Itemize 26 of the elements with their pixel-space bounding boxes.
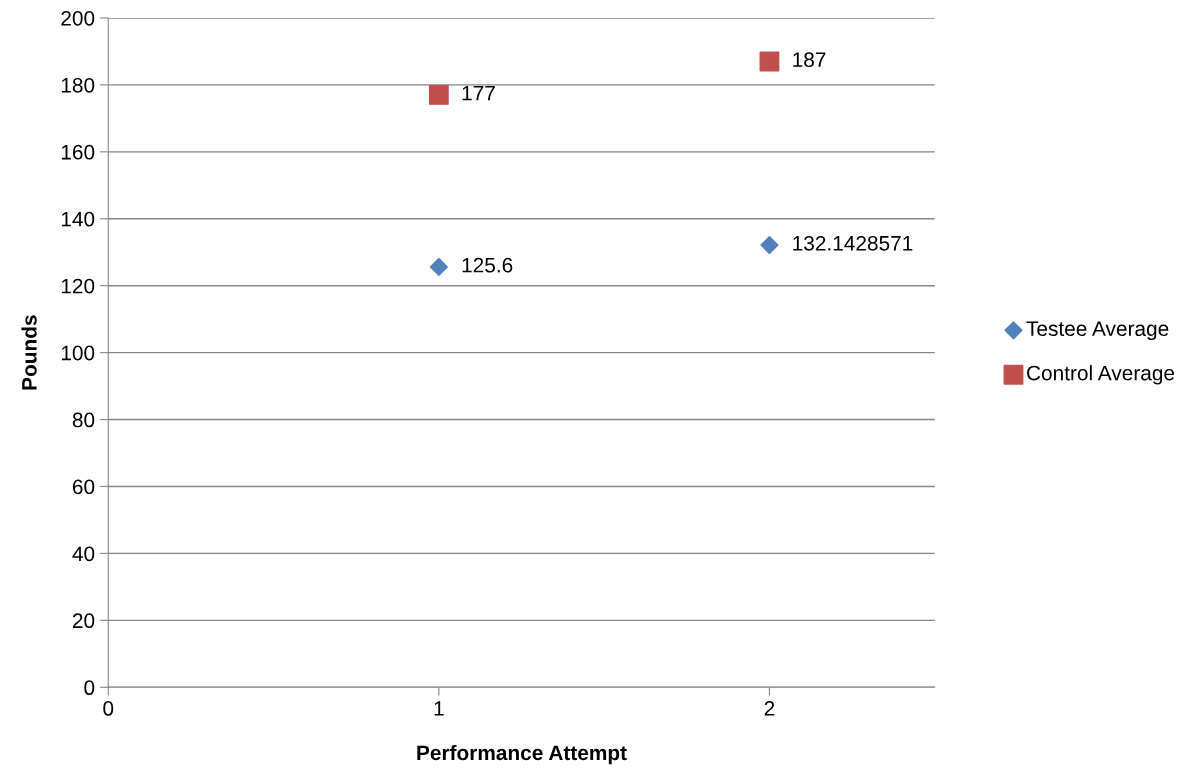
x-tick-label: 0 xyxy=(103,701,114,716)
data-label: 125.6 xyxy=(462,257,513,273)
y-tick-label: 40 xyxy=(72,546,95,562)
data-label: 132.1428571 xyxy=(793,235,913,251)
y-tick-label: 180 xyxy=(61,77,95,93)
y-tick-label: 140 xyxy=(61,211,95,227)
x-axis-title: Performance Attempt xyxy=(417,744,627,765)
x-tick-label: 2 xyxy=(764,701,775,716)
y-tick-label: 80 xyxy=(72,412,95,428)
point xyxy=(759,51,780,72)
data-label: 177 xyxy=(462,85,495,101)
y-tick-label: 20 xyxy=(72,613,95,629)
point xyxy=(760,235,779,255)
legend-label: Testee Average xyxy=(1026,321,1169,341)
y-tick-label: 0 xyxy=(84,680,95,696)
y-tick-label: 100 xyxy=(61,345,95,361)
y-tick-label: 120 xyxy=(61,278,95,294)
data-label: 187 xyxy=(793,52,826,68)
y-tick-label: 200 xyxy=(61,10,95,26)
point xyxy=(429,257,448,277)
x-tick-label: 1 xyxy=(434,701,444,716)
y-tick-label: 160 xyxy=(61,144,95,160)
y-tick-label: 60 xyxy=(72,479,95,495)
y-axis-title: Pounds xyxy=(21,315,37,390)
legend-label: Control Average xyxy=(1027,365,1175,385)
point xyxy=(428,85,449,105)
